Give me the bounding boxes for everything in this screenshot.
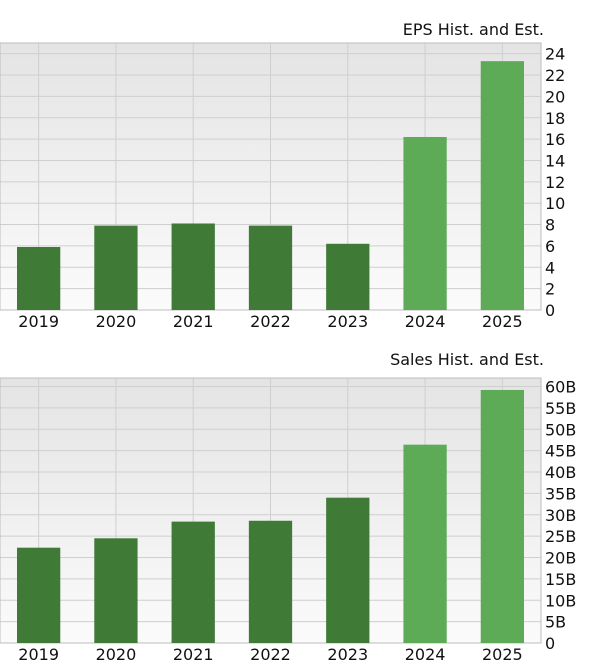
x-tick-label: 2023 — [327, 645, 368, 664]
bar-2024 — [403, 444, 447, 643]
chart-title: Sales Hist. and Est. — [390, 350, 544, 369]
y-tick-label: 50B — [545, 420, 576, 439]
bar-2019 — [17, 246, 61, 310]
y-tick-label: 60B — [545, 378, 576, 397]
y-tick-label: 0 — [545, 301, 555, 320]
y-tick-label: 5B — [545, 613, 566, 632]
sales-chart: Sales Hist. and Est. 0 5B 10B 15B 20B 25B 30B 3… — [0, 338, 595, 671]
y-tick-label: 8 — [545, 216, 555, 235]
bar-2020 — [94, 538, 138, 643]
x-tick-label: 2021 — [173, 645, 214, 664]
bar-2020 — [94, 225, 138, 310]
y-tick-label: 40B — [545, 463, 576, 482]
bar-2025 — [480, 389, 524, 643]
x-tick-label: 2024 — [405, 312, 446, 331]
y-tick-label: 45B — [545, 442, 576, 461]
y-tick-label: 30B — [545, 506, 576, 525]
bar-2025 — [480, 61, 524, 310]
y-tick-label: 12 — [545, 173, 565, 192]
y-tick-label: 25B — [545, 527, 576, 546]
x-tick-label: 2023 — [327, 312, 368, 331]
y-tick-label: 22 — [545, 66, 565, 85]
x-tick-label: 2019 — [18, 645, 59, 664]
bar-2021 — [171, 521, 215, 643]
y-tick-label: 55B — [545, 399, 576, 418]
y-tick-label: 10 — [545, 194, 565, 213]
y-tick-label: 20B — [545, 549, 576, 568]
y-tick-label: 16 — [545, 130, 565, 149]
bar-2024 — [403, 136, 447, 310]
bar-2022 — [248, 225, 293, 310]
x-tick-label: 2024 — [405, 645, 446, 664]
y-tick-label: 2 — [545, 280, 555, 299]
y-tick-label: 6 — [545, 237, 555, 256]
y-tick-label: 35B — [545, 484, 576, 503]
eps-chart: EPS Hist. and Est. 0 2 4 6 8 10 12 14 16 18 20 22 24… — [0, 0, 595, 335]
y-tick-label: 14 — [545, 151, 565, 170]
bar-2023 — [326, 497, 370, 643]
x-tick-label: 2021 — [173, 312, 214, 331]
bar-2023 — [326, 243, 370, 310]
y-tick-label: 15B — [545, 570, 576, 589]
bar-2022 — [248, 520, 293, 643]
y-tick-label: 0 — [545, 634, 555, 653]
x-tick-label: 2022 — [250, 312, 291, 331]
chart-title: EPS Hist. and Est. — [402, 20, 544, 39]
x-tick-label: 2025 — [482, 312, 523, 331]
y-tick-label: 20 — [545, 87, 565, 106]
bar-2021 — [171, 223, 215, 310]
x-tick-label: 2022 — [250, 645, 291, 664]
x-tick-label: 2020 — [96, 312, 137, 331]
x-tick-label: 2020 — [96, 645, 137, 664]
y-tick-label: 18 — [545, 109, 565, 128]
bar-2019 — [17, 547, 61, 643]
x-tick-label: 2025 — [482, 645, 523, 664]
y-tick-label: 10B — [545, 591, 576, 610]
x-tick-label: 2019 — [18, 312, 59, 331]
sales-chart-svg: 0 5B 10B 15B 20B 25B 30B 35B 40B 45B 50B 55B 60B 2019… — [0, 377, 576, 664]
y-tick-label: 4 — [545, 258, 555, 277]
y-tick-label: 24 — [545, 45, 565, 64]
